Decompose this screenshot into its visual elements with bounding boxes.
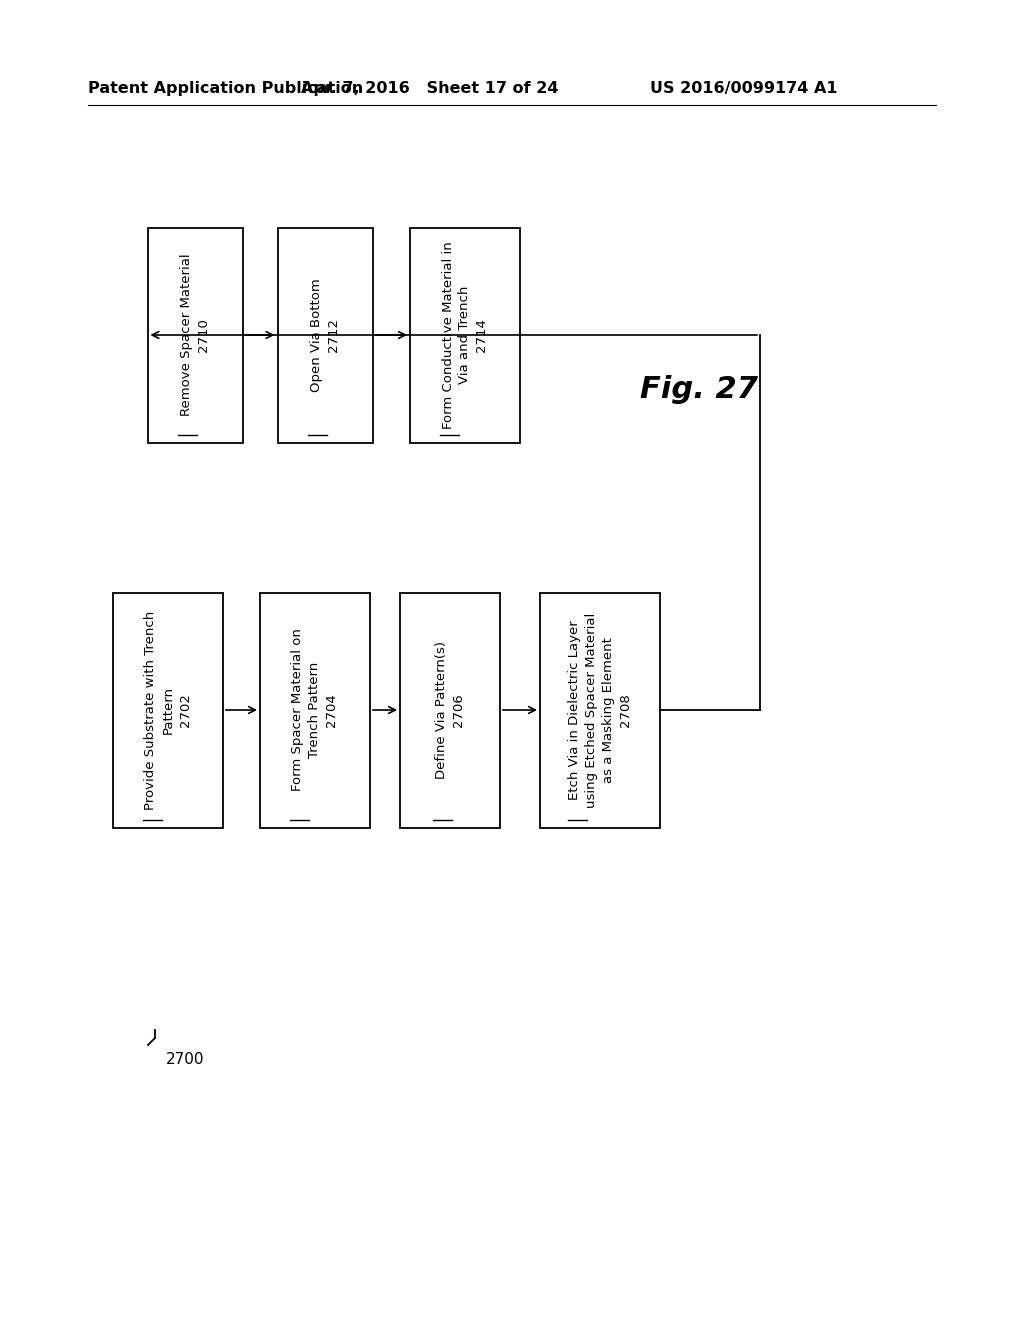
Text: Patent Application Publication: Patent Application Publication	[88, 81, 364, 95]
Bar	[147, 227, 243, 442]
Text: US 2016/0099174 A1: US 2016/0099174 A1	[650, 81, 838, 95]
Bar	[113, 593, 223, 828]
Bar	[260, 593, 370, 828]
Text: Remove Spacer Material
2710: Remove Spacer Material 2710	[180, 253, 210, 416]
Text: Define Via Pattern(s)
2706: Define Via Pattern(s) 2706	[435, 642, 465, 779]
Bar	[540, 593, 660, 828]
Text: Open Via Bottom
2712: Open Via Bottom 2712	[310, 279, 340, 392]
Text: Etch Via in Dielectric Layer
using Etched Spacer Material
as a Masking Element
2: Etch Via in Dielectric Layer using Etche…	[568, 612, 632, 808]
Text: Apr. 7, 2016   Sheet 17 of 24: Apr. 7, 2016 Sheet 17 of 24	[301, 81, 559, 95]
Text: 2700: 2700	[166, 1052, 205, 1068]
Bar	[400, 593, 500, 828]
Bar	[278, 227, 373, 442]
Bar	[410, 227, 520, 442]
Text: Form Spacer Material on
Trench Pattern
2704: Form Spacer Material on Trench Pattern 2…	[292, 628, 339, 792]
Text: Fig. 27: Fig. 27	[640, 375, 758, 404]
Text: Provide Substrate with Trench
Pattern
2702: Provide Substrate with Trench Pattern 27…	[144, 610, 191, 809]
Text: Form Conductive Material in
Via and Trench
2714: Form Conductive Material in Via and Tren…	[441, 242, 488, 429]
